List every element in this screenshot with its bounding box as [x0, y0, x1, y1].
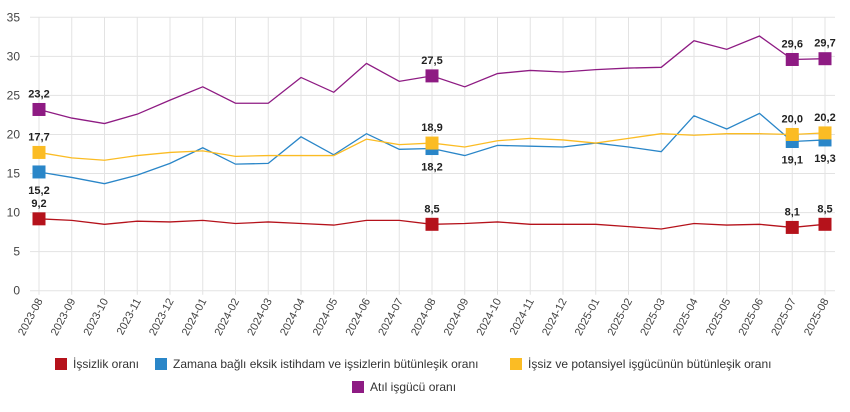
data-label: 9,2 — [31, 198, 46, 210]
data-marker — [32, 212, 46, 226]
legend-label: Zamana bağlı eksik istihdam ve işsizleri… — [173, 357, 479, 371]
data-marker — [425, 217, 439, 231]
y-tick-label: 5 — [13, 245, 20, 259]
legend-item-zamana-bagli[interactable]: Zamana bağlı eksik istihdam ve işsizleri… — [155, 357, 478, 371]
x-tick-label: 2024-07 — [376, 296, 406, 337]
data-marker — [785, 220, 799, 234]
x-tick-label: 2025-02 — [606, 296, 636, 337]
data-label: 29,7 — [814, 38, 835, 50]
data-label: 18,9 — [421, 122, 442, 134]
data-marker — [32, 102, 46, 116]
x-tick-label: 2025-04 — [671, 296, 701, 337]
legend-swatch — [510, 358, 522, 370]
x-tick-label: 2024-10 — [475, 296, 505, 337]
x-tick-label: 2024-02 — [213, 296, 243, 337]
legend-swatch — [155, 358, 167, 370]
x-tick-label: 2025-05 — [704, 296, 734, 337]
legend-swatch — [55, 358, 67, 370]
x-tick-label: 2024-08 — [409, 296, 439, 337]
data-marker — [818, 217, 832, 231]
legend-label: İşsizlik oranı — [73, 357, 140, 371]
x-tick-label: 2024-11 — [508, 296, 537, 337]
y-tick-label: 15 — [7, 167, 21, 181]
data-marker — [785, 127, 799, 141]
x-tick-label: 2023-09 — [49, 296, 79, 337]
data-marker — [818, 126, 832, 140]
x-tick-label: 2025-07 — [769, 296, 799, 337]
legend-label: Atıl işgücü oranı — [370, 380, 457, 394]
data-label: 8,5 — [424, 203, 439, 215]
data-marker — [425, 136, 439, 150]
y-tick-label: 30 — [7, 49, 21, 63]
y-tick-label: 25 — [7, 88, 21, 102]
legend-item-potansiyel[interactable]: İşsiz ve potansiyel işgücünün bütünleşik… — [510, 357, 771, 371]
x-tick-label: 2023-11 — [115, 296, 144, 337]
data-marker — [818, 52, 832, 66]
x-tick-label: 2023-10 — [82, 296, 112, 337]
y-tick-label: 35 — [7, 10, 21, 24]
x-tick-label: 2025-03 — [638, 296, 668, 337]
data-label: 18,2 — [421, 162, 442, 174]
x-tick-label: 2024-01 — [180, 296, 210, 337]
data-marker — [785, 52, 799, 66]
legend-label: İşsiz ve potansiyel işgücünün bütünleşik… — [528, 357, 772, 371]
data-marker — [32, 165, 46, 179]
x-tick-label: 2024-09 — [442, 296, 472, 337]
data-label: 19,3 — [814, 153, 835, 165]
data-label: 23,2 — [28, 88, 49, 100]
data-label: 20,2 — [814, 112, 835, 124]
y-tick-label: 0 — [13, 284, 20, 298]
x-tick-label: 2024-12 — [540, 296, 570, 337]
data-label: 20,0 — [782, 113, 803, 125]
legend-swatch — [352, 381, 364, 393]
data-marker — [425, 69, 439, 83]
data-label: 8,5 — [817, 203, 832, 215]
x-tick-label: 2024-04 — [278, 296, 308, 337]
x-tick-label: 2023-12 — [147, 296, 177, 337]
data-label: 29,6 — [782, 38, 803, 50]
x-tick-label: 2024-05 — [311, 296, 341, 337]
x-tick-label: 2024-06 — [344, 296, 374, 337]
legend-item-atil[interactable]: Atıl işgücü oranı — [352, 380, 456, 394]
y-tick-label: 20 — [7, 127, 21, 141]
legend-item-issizlik[interactable]: İşsizlik oranı — [55, 357, 139, 371]
data-label: 27,5 — [421, 55, 442, 67]
x-tick-label: 2025-08 — [802, 296, 832, 337]
x-tick-label: 2025-06 — [737, 296, 767, 337]
data-label: 19,1 — [782, 155, 803, 167]
data-label: 17,7 — [28, 131, 49, 143]
data-label: 8,1 — [785, 206, 800, 218]
x-tick-label: 2024-03 — [245, 296, 275, 337]
x-tick-label: 2025-01 — [573, 296, 603, 337]
data-marker — [32, 145, 46, 159]
y-tick-label: 10 — [7, 206, 21, 220]
data-label: 15,2 — [28, 185, 49, 197]
x-tick-label: 2023-08 — [16, 296, 46, 337]
